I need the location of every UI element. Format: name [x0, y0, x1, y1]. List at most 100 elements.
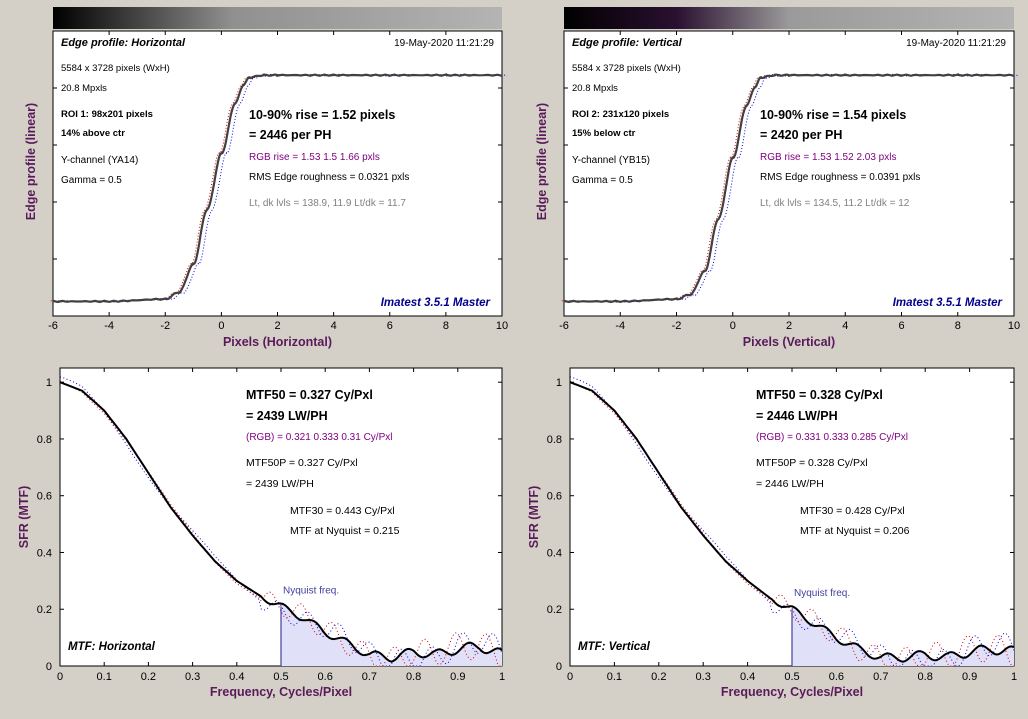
x-tick-label: -2	[160, 320, 170, 332]
mtf50-value: MTF50 = 0.328 Cy/Pxl	[756, 388, 883, 402]
x-axis-label: Frequency, Cycles/Pixel	[721, 685, 863, 699]
timestamp: 19-May-2020 11:21:29	[906, 38, 1006, 49]
imatest-brand: Imatest 3.5.1 Master	[893, 297, 1003, 309]
rgb-rise: RGB rise = 1.53 1.52 2.03 pxls	[760, 152, 896, 163]
x-tick-label: 10	[496, 320, 508, 332]
x-axis-label: Pixels (Vertical)	[743, 335, 835, 349]
x-tick-label: 0.6	[318, 671, 333, 683]
gamma: Gamma = 0.5	[61, 175, 122, 186]
y-tick-label: 1	[46, 377, 52, 389]
x-tick-label: 10	[1008, 320, 1020, 332]
rgb-mtf50: (RGB) = 0.331 0.333 0.285 Cy/Pxl	[756, 432, 908, 443]
x-axis-label: Frequency, Cycles/Pixel	[210, 685, 352, 699]
megapixels: 20.8 Mpxls	[61, 83, 107, 94]
x-tick-label: 0.4	[229, 671, 244, 683]
lwph-value: = 2439 LW/PH	[246, 409, 328, 423]
x-tick-label: 2	[274, 320, 280, 332]
y-axis-label: SFR (MTF)	[17, 486, 31, 548]
x-axis-label: Pixels (Horizontal)	[223, 335, 332, 349]
blue-channel-curve	[569, 376, 1015, 667]
y-axis-label: Edge profile (linear)	[535, 103, 549, 220]
x-tick-label: -6	[559, 320, 569, 332]
edge-profile-curve	[52, 73, 503, 304]
x-tick-label: 1	[1011, 671, 1017, 683]
x-tick-label: 0	[730, 320, 736, 332]
mtf50p-lwph: = 2446 LW/PH	[756, 478, 824, 490]
rise-value: 10-90% rise = 1.54 pixels	[760, 108, 906, 122]
rise-value: 10-90% rise = 1.52 pixels	[249, 108, 395, 122]
rgb-mtf50: (RGB) = 0.321 0.333 0.31 Cy/Pxl	[246, 432, 392, 443]
x-tick-label: 0	[57, 671, 63, 683]
lwph-value: = 2446 LW/PH	[756, 409, 838, 423]
y-tick-label: 0.2	[37, 604, 52, 616]
levels: Lt, dk lvls = 138.9, 11.9 Lt/dk = 11.7	[249, 198, 406, 209]
panel-heading: Edge profile: Horizontal	[61, 37, 186, 49]
timestamp: 19-May-2020 11:21:29	[394, 38, 494, 49]
gamma: Gamma = 0.5	[572, 175, 633, 186]
mtf-panel-name: MTF: Horizontal	[68, 641, 156, 653]
mtf-nyquist-value: MTF at Nyquist = 0.206	[800, 525, 910, 537]
plot-area	[52, 30, 503, 317]
y-tick-label: 0.6	[37, 491, 52, 503]
roi-size: ROI 1: 98x201 pixels	[61, 109, 153, 120]
roi-size: ROI 2: 231x120 pixels	[572, 109, 669, 120]
mtf-panel-name: MTF: Vertical	[578, 641, 651, 653]
y-tick-label: 0.4	[37, 547, 52, 559]
x-tick-label: 6	[387, 320, 393, 332]
x-tick-label: 8	[443, 320, 449, 332]
mtf30-value: MTF30 = 0.428 Cy/Pxl	[800, 505, 905, 517]
x-tick-label: 0.3	[185, 671, 200, 683]
x-tick-label: 0.8	[918, 671, 933, 683]
mtf50-value: MTF50 = 0.327 Cy/Pxl	[246, 388, 373, 402]
x-tick-label: 0.1	[607, 671, 622, 683]
y-axis-label: Edge profile (linear)	[24, 103, 38, 220]
nyquist-shaded-region	[281, 603, 502, 666]
x-tick-label: 0	[567, 671, 573, 683]
y-tick-label: 0.8	[547, 434, 562, 446]
x-tick-label: 0.9	[962, 671, 977, 683]
mtf30-value: MTF30 = 0.443 Cy/Pxl	[290, 505, 395, 517]
y-tick-label: 0.6	[547, 491, 562, 503]
x-tick-label: 0.3	[696, 671, 711, 683]
mtf-panel-vertical: 0 0.2 0.4 0.6 0.8 1 0 0.1 0.2 0.3 0.4 0.5 0.6 0.7 0.8 0…	[527, 367, 1017, 699]
mtf-nyquist-value: MTF at Nyquist = 0.215	[290, 525, 400, 537]
x-tick-label: 0.5	[273, 671, 288, 683]
y-tick-label: 0.4	[547, 547, 562, 559]
per-ph-value: = 2446 per PH	[249, 128, 331, 142]
gray-step-bar	[564, 7, 1014, 29]
y-tick-label: 1	[556, 377, 562, 389]
channel: Y-channel (YB15)	[572, 155, 650, 166]
image-dimensions: 5584 x 3728 pixels (WxH)	[61, 63, 170, 74]
gray-step-bar	[53, 7, 502, 29]
x-tick-label: 0.1	[97, 671, 112, 683]
megapixels: 20.8 Mpxls	[572, 83, 618, 94]
x-tick-label: 0.7	[362, 671, 377, 683]
x-tick-label: 6	[898, 320, 904, 332]
mtf50p-value: MTF50P = 0.327 Cy/Pxl	[246, 457, 358, 469]
x-tick-label: 0.8	[406, 671, 421, 683]
mtf50p-lwph: = 2439 LW/PH	[246, 478, 314, 490]
x-tick-label: 2	[786, 320, 792, 332]
panel-heading: Edge profile: Vertical	[572, 37, 683, 49]
x-tick-label: 0	[218, 320, 224, 332]
x-tick-label: -4	[104, 320, 114, 332]
mtf-panel-horizontal: 0 0.2 0.4 0.6 0.8 1 0 0.1 0.2 0.3 0.4 0.5 0.6 0.7 0.8 0…	[17, 367, 505, 699]
x-tick-label: 4	[331, 320, 337, 332]
x-tick-label: 0.4	[740, 671, 755, 683]
roi-position: 15% below ctr	[572, 128, 636, 139]
mtf-curve	[569, 381, 1015, 663]
mtf-curve	[59, 381, 503, 663]
x-tick-label: 0.2	[651, 671, 666, 683]
y-tick-label: 0.2	[547, 604, 562, 616]
y-tick-label: 0.8	[37, 434, 52, 446]
rgb-rise: RGB rise = 1.53 1.5 1.66 pxls	[249, 152, 380, 163]
channel: Y-channel (YA14)	[61, 155, 138, 166]
nyquist-shaded-region	[792, 606, 1014, 666]
x-tick-label: 8	[955, 320, 961, 332]
x-tick-label: 0.2	[141, 671, 156, 683]
levels: Lt, dk lvls = 134.5, 11.2 Lt/dk = 12	[760, 198, 910, 209]
roi-position: 14% above ctr	[61, 128, 125, 139]
x-tick-label: -6	[48, 320, 58, 332]
nyquist-label: Nyquist freq.	[283, 585, 339, 596]
